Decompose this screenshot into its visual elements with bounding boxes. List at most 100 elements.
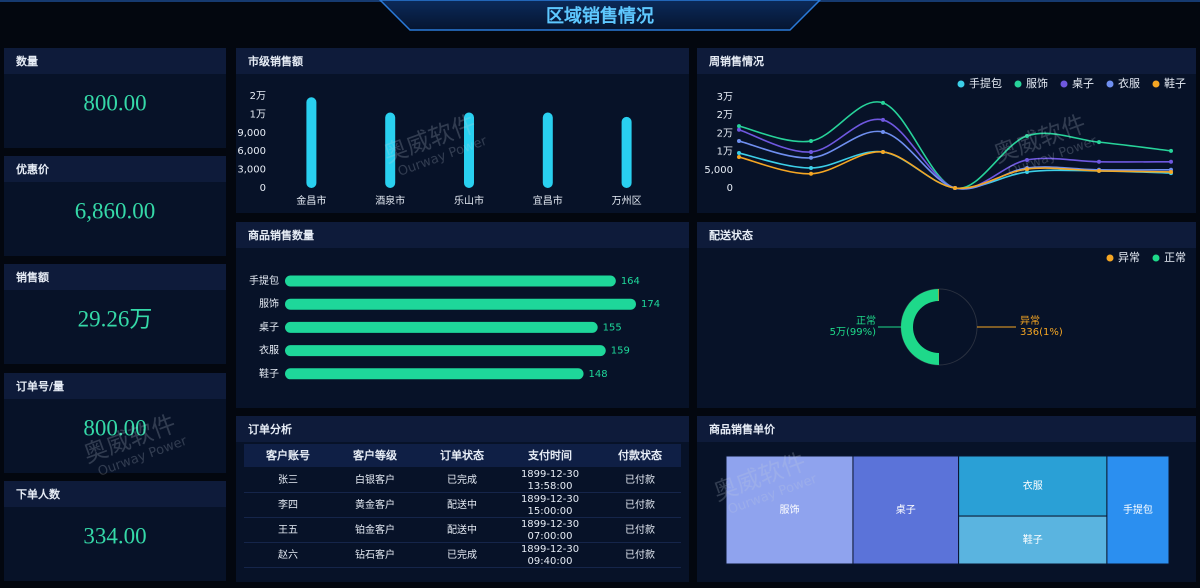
table-header: 付款状态 (618, 448, 662, 462)
panel-title: 销售额 (16, 270, 49, 284)
table-cell: 已付款 (625, 473, 655, 486)
value-label: 148 (589, 369, 608, 380)
y-tick-label: 2万 (717, 128, 733, 139)
table-cell: 配送中 (447, 523, 477, 536)
legend-label: 正常 (1164, 251, 1186, 264)
line-point (881, 149, 885, 154)
line-point (737, 155, 741, 160)
y-tick-label: 手提包 (249, 274, 279, 287)
panel-header (4, 373, 226, 399)
x-tick-label: 乐山市 (454, 194, 484, 207)
bar (285, 298, 636, 310)
table-cell: 1899-12-30 (521, 544, 579, 555)
header-frame (378, 0, 822, 31)
table-cell: 09:40:00 (528, 556, 573, 567)
panel-title: 配送状态 (709, 228, 753, 242)
table-cell: 白银客户 (355, 473, 395, 486)
table-cell: 赵六 (278, 548, 298, 561)
panel-title: 商品销售数量 (248, 228, 314, 242)
line-point (809, 139, 813, 144)
pie-label: 正常 (856, 314, 876, 327)
line-point (881, 100, 885, 105)
line-point (953, 186, 957, 190)
table-cell: 13:58:00 (528, 481, 573, 492)
page-title: 区域销售情况 (546, 5, 654, 27)
panel-title: 订单号/量 (16, 379, 64, 393)
bar (385, 112, 396, 188)
panel-title: 优惠价 (16, 162, 50, 176)
table-cell: 黄金客户 (355, 498, 395, 511)
bar (285, 321, 598, 333)
legend-label: 异常 (1118, 251, 1140, 264)
y-tick-label: 3,000 (237, 165, 266, 176)
bar (542, 112, 553, 188)
legend-label: 服饰 (1026, 76, 1048, 90)
treemap-cell (725, 455, 854, 565)
panel-header (697, 222, 1196, 248)
legend-swatch (1106, 254, 1114, 262)
panel-header (697, 48, 1196, 74)
panel-header (4, 481, 226, 507)
kpi-value: 800.00 (83, 415, 146, 440)
table-cell: 张三 (278, 474, 298, 486)
bar (285, 345, 606, 357)
x-tick-label: 万州区 (612, 195, 642, 207)
panel-title: 数量 (16, 54, 38, 68)
legend-label: 鞋子 (1164, 76, 1186, 90)
kpi-value: 334.00 (83, 523, 146, 548)
line-point (881, 129, 885, 134)
kpi-value: 6,860.00 (75, 198, 156, 223)
treemap-label: 手提包 (1123, 503, 1153, 516)
legend-swatch (1106, 80, 1114, 88)
pie-slice (938, 289, 939, 302)
table-cell: 已付款 (625, 548, 655, 561)
y-tick-label: 0 (727, 183, 733, 194)
line-point (737, 124, 741, 129)
legend-label: 手提包 (969, 76, 1002, 90)
line-point (1097, 168, 1101, 173)
y-tick-label: 衣服 (259, 344, 279, 357)
treemap-label: 衣服 (1023, 479, 1043, 492)
table-cell: 已完成 (447, 548, 477, 561)
bar (285, 368, 584, 380)
table-cell: 07:00:00 (528, 531, 573, 542)
legend-swatch (957, 80, 965, 88)
legend-swatch (1060, 80, 1068, 88)
line-point (1025, 157, 1029, 162)
legend-swatch (1152, 254, 1160, 262)
legend-label: 衣服 (1118, 76, 1140, 90)
y-tick-label: 1万 (250, 109, 266, 120)
line-point (1169, 159, 1173, 164)
table-header-row (244, 444, 681, 467)
panel (697, 222, 1196, 408)
value-label: 174 (641, 299, 660, 310)
treemap-label: 鞋子 (1023, 533, 1043, 546)
panel-title: 市级销售额 (248, 54, 303, 68)
line-point (1025, 167, 1029, 172)
bar (285, 275, 616, 287)
table-cell: 1899-12-30 (521, 519, 579, 530)
table-cell: 1899-12-30 (521, 494, 579, 505)
bar (464, 112, 474, 188)
line-point (737, 151, 741, 156)
y-tick-label: 服饰 (259, 297, 279, 310)
treemap-cell (958, 515, 1108, 565)
panel-header (4, 264, 226, 290)
line-point (809, 171, 813, 176)
y-tick-label: 1万 (717, 147, 733, 158)
panel-header (4, 156, 226, 182)
table-cell: 已付款 (625, 523, 655, 536)
line-point (1097, 159, 1101, 164)
bar (621, 116, 632, 188)
kpi-value: 800.00 (83, 90, 146, 115)
panel-header (236, 416, 689, 442)
legend-swatch (1014, 80, 1022, 88)
table-cell: 钻石客户 (355, 548, 395, 561)
treemap-cell (1106, 455, 1170, 565)
y-tick-label: 5,000 (704, 165, 733, 176)
table-header: 客户账号 (265, 448, 310, 462)
panel-header (4, 48, 226, 74)
pie-slice (901, 289, 939, 365)
line-point (809, 165, 813, 170)
